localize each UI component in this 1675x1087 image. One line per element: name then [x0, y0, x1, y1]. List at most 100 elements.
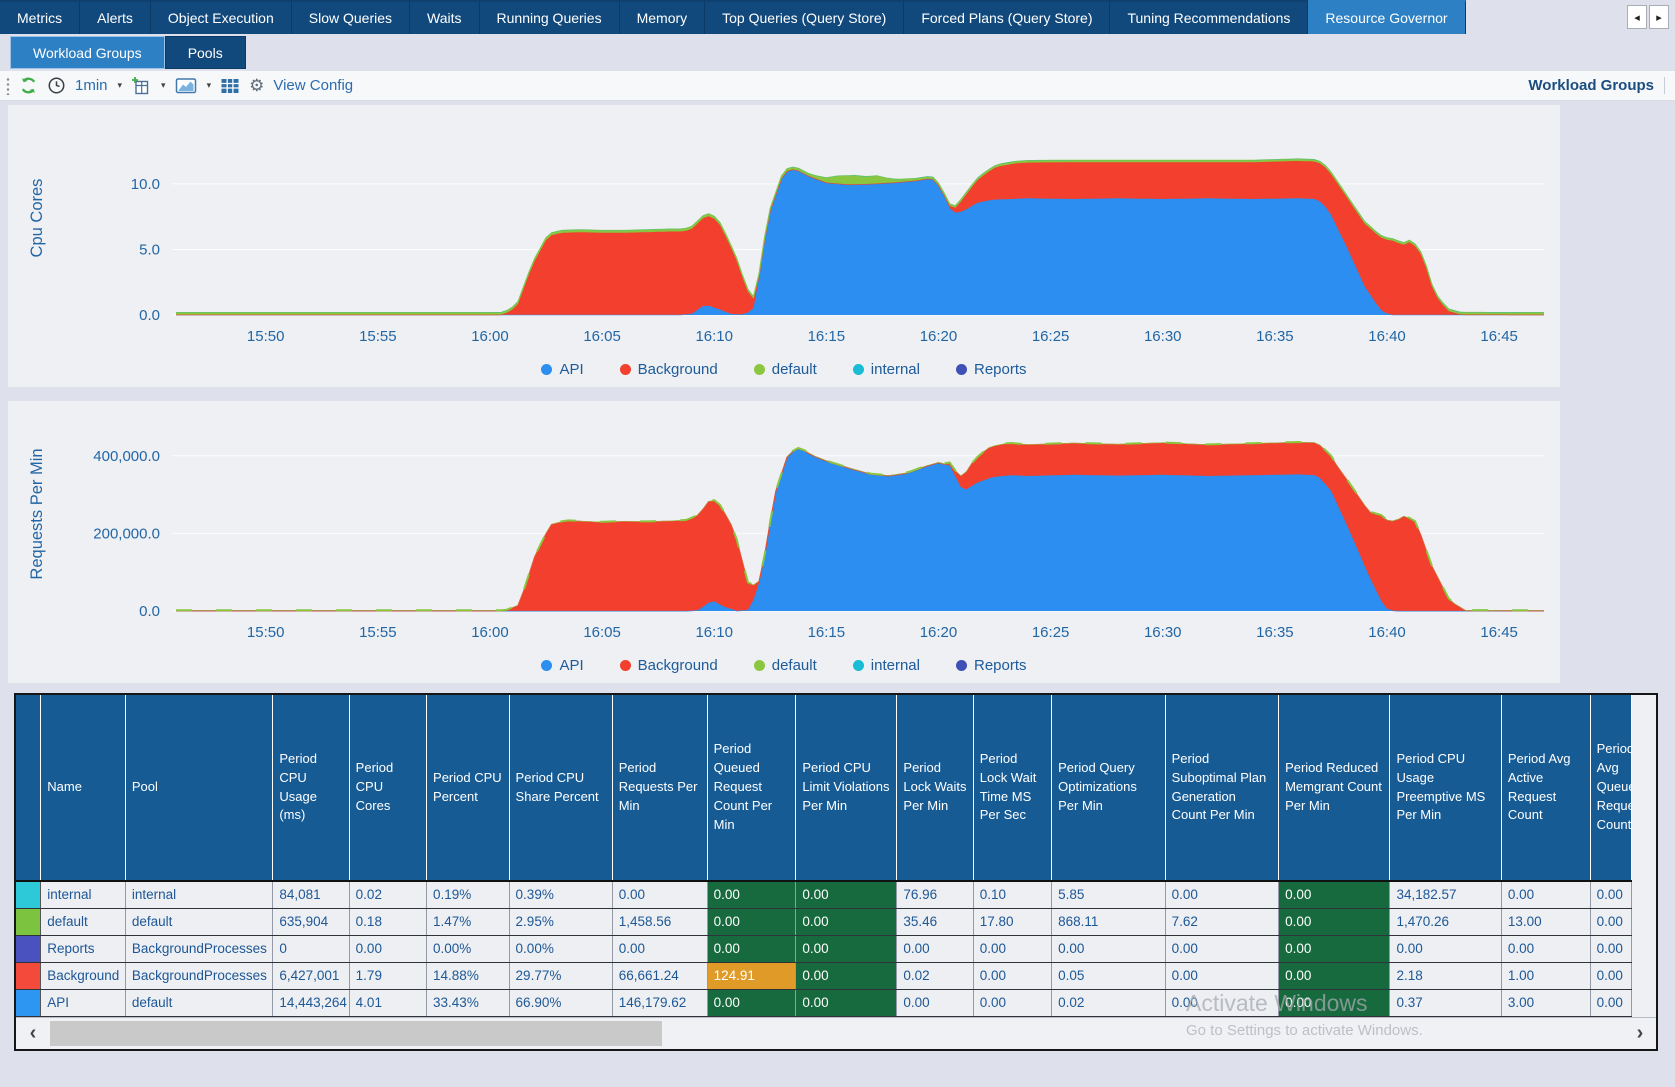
tab-pools[interactable]: Pools [164, 36, 246, 69]
cell: Background [40, 962, 126, 990]
cell: 0.10 [973, 881, 1053, 909]
column-header-period-reduced-memgrant-count-per-min[interactable]: Period Reduced Memgrant Count Per Min [1278, 695, 1391, 882]
clock-icon[interactable] [47, 76, 66, 95]
interval-selector[interactable]: 1min [75, 77, 108, 94]
column-header-period-cpu-usage-preemptive-ms-per-min[interactable]: Period CPU Usage Preemptive MS Per Min [1389, 695, 1502, 882]
column-header-name[interactable]: Name [40, 695, 126, 882]
tab-resource-governor[interactable]: Resource Governor [1308, 0, 1466, 34]
table-row-background[interactable]: Background BackgroundProcesses 6,427,001 1.… [16, 962, 1633, 990]
interval-caret-icon[interactable]: ▾ [117, 80, 123, 90]
svg-text:16:10: 16:10 [695, 624, 733, 641]
svg-text:16:15: 16:15 [808, 624, 846, 641]
table-row-default[interactable]: default default 635,904 0.18 1.47% 2.95% 1,458… [16, 908, 1633, 936]
cell: 33.43% [426, 989, 510, 1017]
legend-label: default [771, 360, 817, 378]
column-header-period-lock-wait-time-ms-per-sec[interactable]: Period Lock Wait Time MS Per Sec [973, 695, 1053, 882]
refresh-icon[interactable] [19, 76, 38, 95]
toolbar-grip-handle[interactable] [6, 76, 10, 95]
gear-icon[interactable]: ⚙ [249, 75, 265, 95]
svg-text:400,000.0: 400,000.0 [93, 448, 160, 465]
add-grid-icon[interactable] [131, 76, 151, 96]
requests-per-min-legend: API Background default internal Reports [16, 649, 1552, 681]
cell: 635,904 [272, 908, 350, 936]
svg-text:16:05: 16:05 [583, 328, 621, 345]
scroll-left-icon[interactable]: ‹ [29, 1021, 37, 1044]
legend-item-reports[interactable]: Reports [955, 361, 1027, 378]
legend-label: API [559, 656, 584, 674]
legend-item-default[interactable]: default [753, 360, 817, 378]
cell: 2.95% [509, 908, 613, 936]
svg-text:16:35: 16:35 [1256, 624, 1294, 641]
chart-image-caret-icon[interactable]: ▾ [206, 80, 212, 90]
tab-workload-groups[interactable]: Workload Groups [10, 36, 165, 69]
legend-item-internal[interactable]: internal [852, 361, 920, 378]
requests-per-min-panel: 0.0 200,000.0 400,000.0 15:50 15:55 16:00 16:0… [8, 401, 1560, 683]
tab-object-execution[interactable]: Object Execution [150, 0, 292, 34]
tab-slow-queries[interactable]: Slow Queries [291, 0, 411, 34]
tab-scroll-right-button[interactable]: ▸ [1649, 5, 1669, 29]
legend-item-background[interactable]: Background [619, 656, 718, 674]
tab-tuning-recommendations[interactable]: Tuning Recommendations [1110, 0, 1309, 34]
column-header-period-cpu-cores[interactable]: Period CPU Cores [349, 695, 428, 882]
column-header-period-suboptimal-plan-generation-count-per-min[interactable]: Period Suboptimal Plan Generation Count … [1165, 695, 1280, 882]
column-header-period-queued-request-count-per-min[interactable]: Period Queued Request Count Per Min [707, 695, 797, 882]
column-header-period-requests-per-min[interactable]: Period Requests Per Min [612, 695, 708, 882]
cell: 0.00 [795, 881, 898, 909]
cell: API [40, 989, 126, 1017]
tab-memory[interactable]: Memory [619, 0, 706, 34]
legend-item-reports[interactable]: Reports [955, 657, 1027, 674]
cell: 0.00 [1051, 935, 1166, 963]
tab-scroll-left-button[interactable]: ◂ [1627, 5, 1647, 29]
cell: 7.62 [1165, 908, 1280, 936]
legend-item-api[interactable]: API [541, 361, 584, 378]
tab-top-queries-query-store[interactable]: Top Queries (Query Store) [705, 0, 905, 34]
cell: 0.00 [1165, 962, 1280, 990]
svg-text:16:10: 16:10 [695, 328, 733, 345]
table-row-reports[interactable]: Reports BackgroundProcesses 0 0.00 0.00% 0.00… [16, 935, 1633, 963]
horizontal-scrollbar[interactable]: ‹ › [16, 1016, 1656, 1049]
svg-text:15:55: 15:55 [359, 624, 397, 641]
view-config-link[interactable]: View Config [273, 77, 354, 94]
column-header-period-query-optimizations-per-min[interactable]: Period Query Optimizations Per Min [1051, 695, 1166, 882]
svg-text:10.0: 10.0 [131, 176, 160, 193]
column-header-period-cpu-limit-violations-per-min[interactable]: Period CPU Limit Violations Per Min [795, 695, 898, 882]
tab-metrics[interactable]: Metrics [0, 0, 81, 34]
legend-item-default[interactable]: default [753, 657, 817, 674]
chart-image-icon[interactable] [175, 76, 197, 95]
legend-item-background[interactable]: Background [619, 361, 718, 378]
column-header-period-cpu-share-percent[interactable]: Period CPU Share Percent [509, 695, 613, 882]
column-header-pool[interactable]: Pool [125, 695, 274, 882]
cell: 0.05 [1051, 962, 1166, 990]
table-grid-icon[interactable] [220, 77, 240, 95]
svg-text:16:40: 16:40 [1368, 624, 1406, 641]
tab-running-queries[interactable]: Running Queries [479, 0, 620, 34]
legend-dot-icon [541, 659, 553, 671]
scroll-right-icon[interactable]: › [1636, 1021, 1644, 1044]
svg-text:16:20: 16:20 [920, 328, 958, 345]
cell: 0 [272, 935, 350, 963]
table-row-api[interactable]: API default 14,443,264 4.01 33.43% 66.90% 146,… [16, 989, 1633, 1017]
column-header-period-lock-waits-per-min[interactable]: Period Lock Waits Per Min [896, 695, 974, 882]
column-header-period-avg-queued-request-count[interactable]: Period Avg Queued Request Count [1590, 695, 1633, 882]
cell: 0.00 [795, 935, 898, 963]
cell: 17.80 [973, 908, 1053, 936]
tab-alerts[interactable]: Alerts [80, 0, 151, 34]
legend-item-api[interactable]: API [541, 656, 584, 674]
legend-item-internal[interactable]: internal [852, 657, 920, 674]
table-row-internal[interactable]: internal internal 84,081 0.02 0.19% 0.39% 0.00… [16, 881, 1633, 909]
column-header-period-cpu-usage-ms[interactable]: Period CPU Usage (ms) [272, 695, 350, 882]
legend-label: Background [637, 656, 718, 674]
swatch-column-header[interactable] [16, 695, 42, 882]
legend-dot-icon [619, 363, 631, 375]
cell: 0.37 [1389, 989, 1502, 1017]
add-grid-caret-icon[interactable]: ▾ [161, 80, 166, 90]
cell: 29.77% [509, 962, 613, 990]
row-color-swatch [16, 989, 42, 1017]
tab-forced-plans-query-store[interactable]: Forced Plans (Query Store) [904, 0, 1111, 34]
scrollbar-thumb[interactable] [50, 1020, 662, 1046]
column-header-period-avg-active-request-count[interactable]: Period Avg Active Request Count [1501, 695, 1591, 882]
cell: 0.00 [1590, 908, 1633, 936]
column-header-period-cpu-percent[interactable]: Period CPU Percent [426, 695, 510, 882]
svg-text:16:40: 16:40 [1368, 328, 1406, 345]
tab-waits[interactable]: Waits [410, 0, 480, 34]
